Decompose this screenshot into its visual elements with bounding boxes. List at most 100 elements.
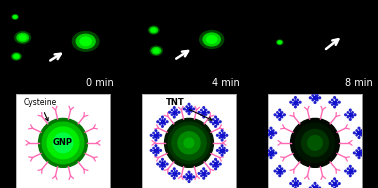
Circle shape (53, 133, 73, 153)
Circle shape (150, 134, 152, 136)
Circle shape (162, 158, 163, 160)
Circle shape (215, 126, 216, 127)
Circle shape (155, 139, 157, 141)
Circle shape (336, 180, 338, 182)
Circle shape (152, 48, 161, 54)
Circle shape (310, 97, 311, 99)
Circle shape (14, 16, 17, 18)
Bar (214, 120, 217, 123)
Circle shape (205, 109, 207, 111)
Circle shape (277, 168, 278, 169)
Circle shape (349, 119, 351, 120)
Circle shape (273, 155, 274, 156)
Circle shape (279, 165, 280, 167)
Circle shape (201, 171, 202, 172)
Circle shape (221, 154, 223, 156)
Circle shape (221, 139, 223, 141)
Circle shape (270, 147, 272, 149)
Circle shape (356, 150, 357, 151)
Circle shape (226, 134, 228, 136)
Circle shape (73, 31, 99, 51)
Circle shape (273, 150, 274, 151)
Circle shape (349, 109, 351, 111)
Circle shape (158, 132, 159, 134)
Circle shape (12, 14, 18, 19)
Circle shape (217, 150, 218, 151)
Circle shape (158, 137, 159, 138)
Circle shape (176, 171, 177, 172)
Bar (357, 151, 361, 155)
Bar (173, 111, 176, 114)
Circle shape (208, 173, 209, 174)
Circle shape (153, 132, 154, 134)
Circle shape (208, 111, 209, 113)
Circle shape (299, 183, 301, 184)
Circle shape (332, 185, 333, 186)
Circle shape (273, 130, 274, 131)
Circle shape (164, 166, 166, 167)
Circle shape (47, 127, 79, 159)
Circle shape (11, 53, 21, 60)
Circle shape (314, 182, 316, 184)
Circle shape (191, 178, 192, 180)
Circle shape (15, 32, 31, 43)
Circle shape (224, 152, 225, 153)
Circle shape (299, 101, 301, 103)
Circle shape (168, 122, 210, 164)
Circle shape (356, 134, 357, 136)
Circle shape (334, 97, 335, 98)
Bar (270, 151, 273, 155)
Circle shape (203, 107, 204, 108)
Circle shape (188, 103, 190, 105)
Circle shape (206, 36, 217, 43)
Circle shape (297, 185, 298, 186)
Circle shape (160, 166, 161, 167)
Circle shape (176, 175, 177, 177)
Circle shape (215, 116, 216, 118)
Circle shape (332, 99, 333, 101)
Circle shape (203, 177, 204, 179)
Bar (294, 101, 297, 104)
Circle shape (13, 54, 20, 59)
Circle shape (193, 176, 195, 178)
Circle shape (314, 92, 316, 94)
Circle shape (277, 40, 283, 45)
Circle shape (281, 173, 283, 174)
Circle shape (217, 123, 218, 125)
Text: Cysteine: Cysteine (23, 98, 57, 121)
Circle shape (268, 130, 270, 131)
Circle shape (183, 176, 185, 178)
Circle shape (162, 116, 163, 118)
Circle shape (160, 119, 161, 120)
Circle shape (80, 37, 91, 45)
Circle shape (188, 171, 190, 173)
Circle shape (186, 178, 187, 180)
Circle shape (296, 123, 335, 162)
Circle shape (319, 187, 321, 188)
Circle shape (166, 121, 168, 123)
Bar (220, 134, 224, 137)
Circle shape (205, 175, 207, 177)
Circle shape (219, 152, 220, 153)
Circle shape (39, 118, 87, 167)
Circle shape (219, 147, 220, 149)
Circle shape (217, 166, 218, 167)
Circle shape (174, 177, 175, 179)
Circle shape (294, 106, 296, 108)
Circle shape (188, 181, 190, 182)
Circle shape (361, 155, 362, 156)
Circle shape (358, 147, 360, 149)
Circle shape (291, 118, 339, 167)
Bar (270, 131, 273, 134)
Bar (173, 172, 176, 175)
Circle shape (201, 109, 202, 111)
Circle shape (171, 109, 173, 111)
Circle shape (186, 106, 187, 107)
Circle shape (150, 27, 158, 33)
Circle shape (281, 116, 283, 118)
Circle shape (338, 101, 340, 103)
Circle shape (224, 137, 225, 138)
Circle shape (203, 168, 204, 170)
Text: 0 min: 0 min (86, 78, 113, 88)
Text: GNP: GNP (53, 138, 73, 147)
